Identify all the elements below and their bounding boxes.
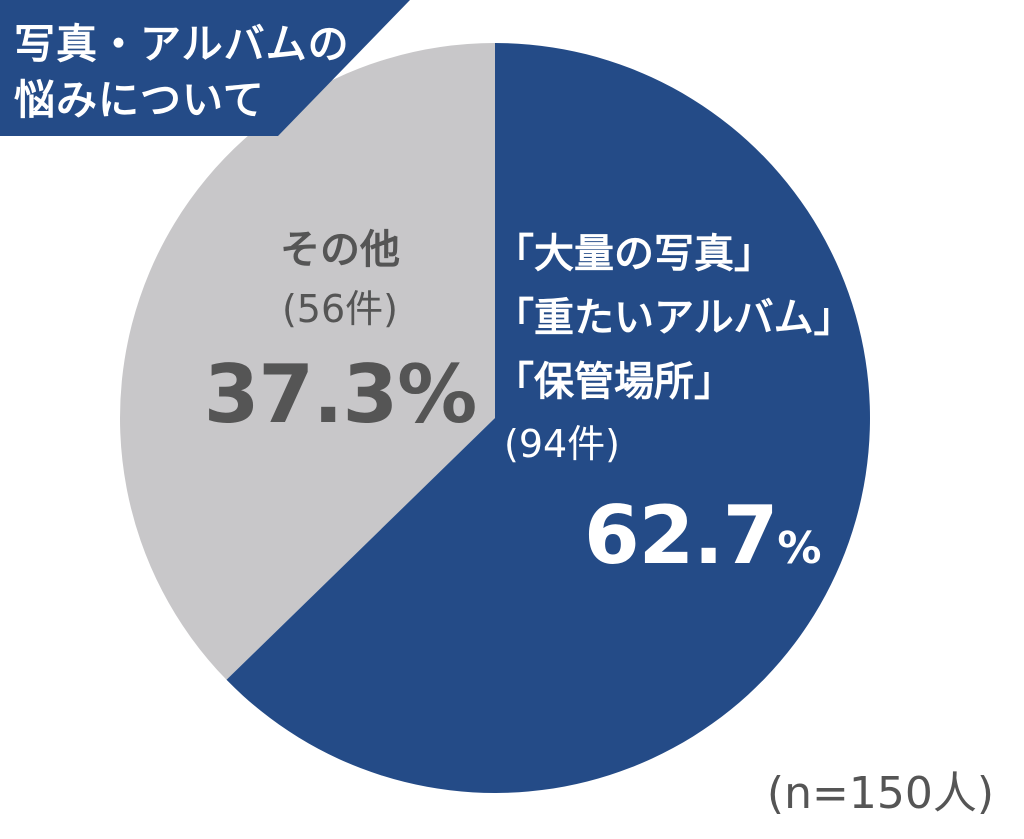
slice-main-percentage-sign: % — [777, 523, 822, 574]
chart-title-line-2: 悩みについて — [14, 76, 265, 124]
slice-main-percentage-number: 62.7 — [584, 489, 778, 582]
slice-label-other: その他 (56件) 37.3% — [200, 222, 480, 450]
slice-main-name-line-2: 「重たいアルバム」 — [494, 295, 854, 341]
slice-main-count: (94件) — [504, 422, 621, 466]
sample-size-note: (n=150人) — [766, 768, 994, 819]
slice-other-percentage: 37.3% — [203, 348, 478, 441]
slice-main-name-line-3: 「保管場所」 — [494, 359, 734, 405]
slice-label-main: 「大量の写真」 「重たいアルバム」 「保管場所」 (94件) 62.7% — [494, 222, 854, 606]
pie-slice-other — [119, 43, 496, 680]
slice-main-name-line-1: 「大量の写真」 — [494, 231, 774, 277]
slice-main-percentage: 62.7% — [584, 488, 854, 606]
slice-other-count: (56件) — [281, 287, 398, 331]
chart-title-line-1: 写真・アルバムの — [14, 20, 350, 68]
title-banner: 写真・アルバムの 悩みについて — [0, 0, 410, 136]
pie-slice-main — [226, 43, 870, 794]
title-banner-background — [0, 0, 410, 136]
slice-other-name: その他 — [280, 227, 400, 273]
